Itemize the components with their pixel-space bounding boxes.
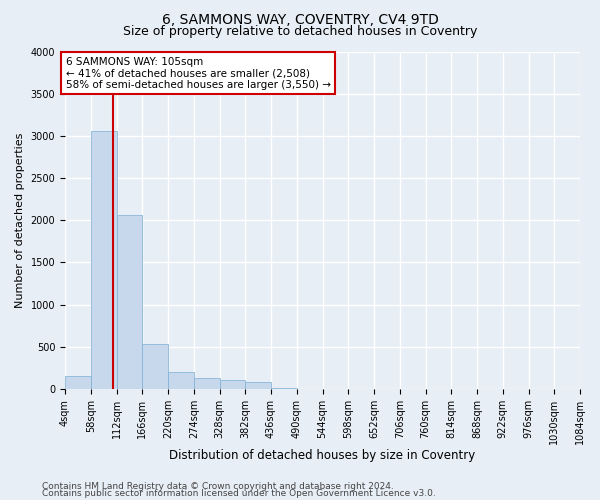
Text: 6, SAMMONS WAY, COVENTRY, CV4 9TD: 6, SAMMONS WAY, COVENTRY, CV4 9TD: [161, 12, 439, 26]
Bar: [142, 344, 168, 389]
Bar: [220, 380, 245, 389]
Bar: [168, 372, 194, 389]
Bar: [245, 382, 271, 389]
Text: Contains HM Land Registry data © Crown copyright and database right 2024.: Contains HM Land Registry data © Crown c…: [42, 482, 394, 491]
Y-axis label: Number of detached properties: Number of detached properties: [15, 132, 25, 308]
Bar: [194, 378, 220, 389]
Text: 6 SAMMONS WAY: 105sqm
← 41% of detached houses are smaller (2,508)
58% of semi-d: 6 SAMMONS WAY: 105sqm ← 41% of detached …: [65, 56, 331, 90]
Text: Size of property relative to detached houses in Coventry: Size of property relative to detached ho…: [123, 25, 477, 38]
Bar: [91, 131, 116, 389]
Bar: [116, 215, 142, 389]
Bar: [271, 388, 297, 389]
Bar: [65, 376, 91, 389]
X-axis label: Distribution of detached houses by size in Coventry: Distribution of detached houses by size …: [169, 450, 476, 462]
Text: Contains public sector information licensed under the Open Government Licence v3: Contains public sector information licen…: [42, 490, 436, 498]
